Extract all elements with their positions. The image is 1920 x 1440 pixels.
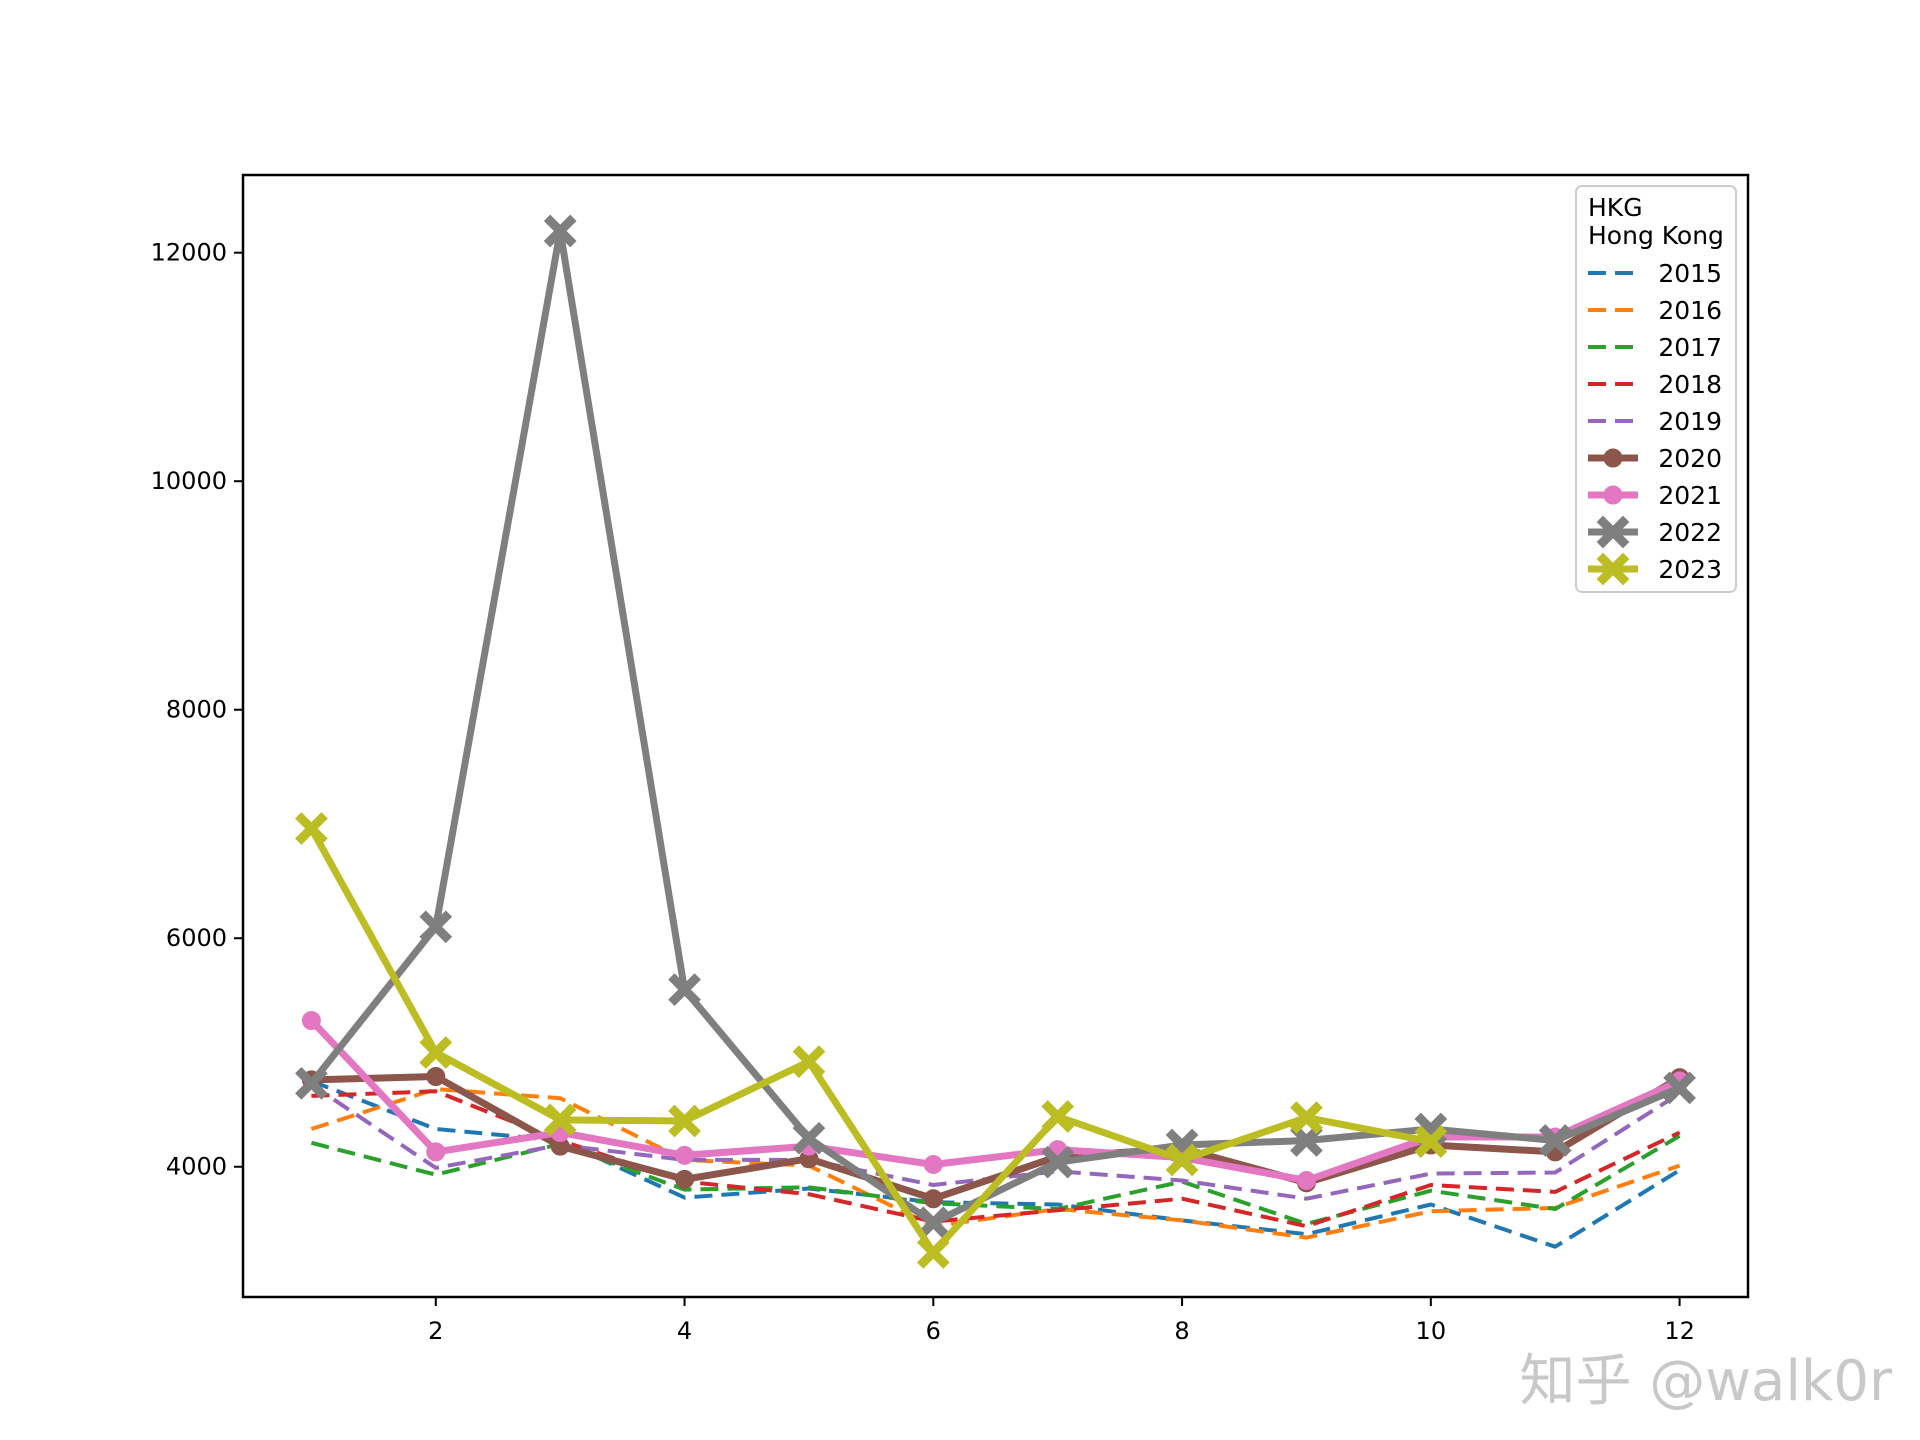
legend-title-line-2: Hong Kong	[1588, 221, 1724, 250]
legend-marker-2023	[1596, 552, 1630, 586]
data-point-2020	[675, 1169, 695, 1189]
data-point-2022	[1538, 1124, 1572, 1157]
data-point-2022	[668, 973, 701, 1007]
legend-label-2021: 2021	[1658, 481, 1722, 510]
series-line-2017	[310, 1134, 1681, 1226]
x-axis: 2 4 6 8 10 12	[428, 1297, 1695, 1345]
legend-label-2016: 2016	[1658, 296, 1722, 325]
data-point-2023	[668, 1104, 701, 1138]
data-point-2023	[792, 1045, 826, 1078]
legend-label-2018: 2018	[1658, 370, 1722, 399]
data-point-2022	[295, 1066, 328, 1100]
data-point-2022	[916, 1206, 950, 1240]
legend-marker-2021	[1603, 485, 1623, 505]
legend-marker-2022	[1596, 515, 1630, 549]
series-2017	[310, 1134, 1681, 1226]
data-point-2021	[1296, 1170, 1316, 1190]
data-point-2020	[426, 1066, 446, 1086]
legend-label-2023: 2023	[1658, 555, 1722, 584]
data-point-2023	[295, 812, 328, 845]
y-tick-label: 12000	[151, 239, 227, 267]
x-tick-label: 12	[1664, 1317, 1695, 1345]
series-2022	[295, 214, 1696, 1240]
data-point-2020	[923, 1189, 943, 1209]
legend-marker-2020	[1603, 448, 1623, 468]
data-point-2021	[426, 1142, 446, 1162]
data-point-2022	[792, 1121, 826, 1155]
y-tick-label: 8000	[166, 696, 227, 724]
data-point-2023	[1041, 1100, 1075, 1133]
legend-label-2020: 2020	[1658, 444, 1722, 473]
data-point-2022	[1290, 1124, 1323, 1157]
data-point-2023	[1290, 1101, 1323, 1134]
x-tick-label: 8	[1174, 1317, 1189, 1345]
legend-title-line-1: HKG	[1588, 193, 1643, 222]
data-point-2023	[916, 1236, 950, 1269]
series-2015	[310, 1079, 1681, 1249]
y-tick-label: 4000	[166, 1153, 227, 1181]
data-point-2022	[1663, 1071, 1696, 1105]
x-tick-label: 6	[926, 1317, 941, 1345]
data-point-2022	[543, 214, 577, 248]
series-2018	[311, 1089, 1681, 1229]
data-point-2021	[923, 1154, 943, 1174]
data-point-2023	[419, 1036, 453, 1069]
legend-label-2022: 2022	[1658, 518, 1722, 547]
series-lines	[295, 214, 1696, 1269]
x-tick-label: 4	[677, 1317, 692, 1345]
series-line-2023	[308, 826, 1432, 1256]
series-line-2022	[308, 227, 1681, 1227]
series-line-2015	[310, 1079, 1681, 1249]
y-tick-label: 6000	[166, 924, 227, 952]
data-point-2022	[1041, 1145, 1075, 1179]
x-tick-label: 2	[428, 1317, 443, 1345]
data-point-2021	[675, 1145, 695, 1165]
data-point-2021	[301, 1010, 321, 1030]
data-point-2022	[419, 910, 453, 944]
series-2023	[295, 812, 1448, 1269]
legend: HKG Hong Kong 2015 2016 2017 2018 2019 2020 20…	[1575, 185, 1737, 593]
y-tick-label: 10000	[151, 467, 227, 495]
legend-label-2017: 2017	[1658, 333, 1722, 362]
data-point-2023	[1414, 1125, 1448, 1158]
plot-frame	[241, 173, 1750, 1299]
legend-label-2019: 2019	[1658, 407, 1722, 436]
watermark-text: 知乎 @walk0r	[1519, 1349, 1893, 1414]
y-axis: 4000 6000 8000 10000 12000	[151, 239, 243, 1181]
series-line-2021	[308, 1018, 1682, 1184]
data-point-2023	[543, 1103, 577, 1137]
legend-label-2015: 2015	[1658, 259, 1722, 288]
data-point-2023	[1165, 1143, 1199, 1177]
series-line-2018	[311, 1089, 1681, 1229]
x-tick-label: 10	[1416, 1317, 1447, 1345]
